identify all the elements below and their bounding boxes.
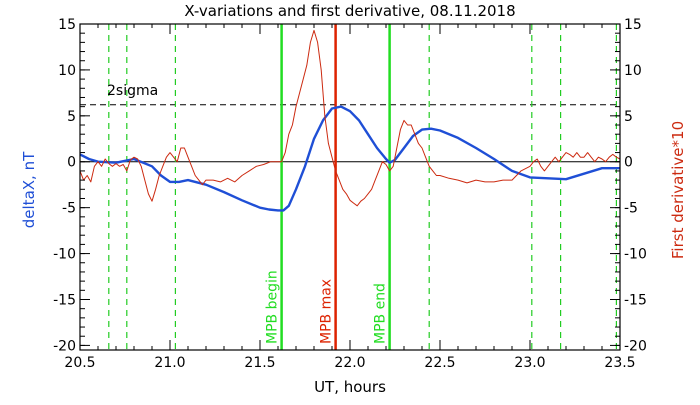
chart-title: X-variations and first derivative, 08.11…: [184, 2, 515, 20]
x-tick-label: 23.5: [604, 355, 635, 371]
series-line-deltaX: [79, 105, 620, 212]
y-right-tick-label: 0: [624, 155, 633, 171]
y-right-tick-label: -15: [624, 292, 647, 308]
y-right-tick-label: -20: [624, 338, 647, 354]
y-right-tick-label: -5: [624, 201, 638, 217]
x-tick-label: 22.5: [424, 355, 455, 371]
y-right-tick-label: 10: [624, 63, 642, 79]
series-line-derivative: [79, 29, 621, 207]
plot-area: 20.5 21.0 21.5 22.0 22.5 23.0 23.5 15 15 10 10 5 5 0 0…: [53, 17, 647, 371]
x-tick-label: 22.0: [334, 355, 365, 371]
threshold-label: 2sigma: [107, 83, 158, 99]
marker-label-mpb-max: MPB max: [319, 279, 335, 344]
plot-frame: [79, 23, 621, 351]
y-left-tick-label: 5: [67, 109, 76, 125]
y-right-tick-label: 5: [624, 109, 633, 125]
right-axis-label: First derivative*10: [669, 121, 687, 259]
y-left-tick-label: 10: [58, 63, 76, 79]
y-right-tick-label: 15: [624, 17, 642, 33]
y-left-tick-label: 0: [67, 155, 76, 171]
y-left-tick-label: -15: [53, 292, 76, 308]
x-tick-label: 21.0: [154, 355, 185, 371]
y-left-tick-label: 15: [58, 17, 76, 33]
x-axis-label: UT, hours: [314, 378, 386, 396]
left-axis-label: deltaX, nT: [20, 151, 38, 228]
x-tick-label: 23.0: [514, 355, 545, 371]
y-right-tick-label: -10: [624, 247, 647, 263]
y-left-tick-label: -5: [62, 201, 76, 217]
x-tick-label: 21.5: [244, 355, 275, 371]
y-left-tick-label: -20: [53, 338, 76, 354]
x-tick-label: 20.5: [64, 355, 95, 371]
marker-label-mpb-end: MPB end: [373, 283, 389, 344]
marker-label-mpb-begin: MPB begin: [265, 270, 281, 344]
y-left-tick-label: -10: [53, 247, 76, 263]
